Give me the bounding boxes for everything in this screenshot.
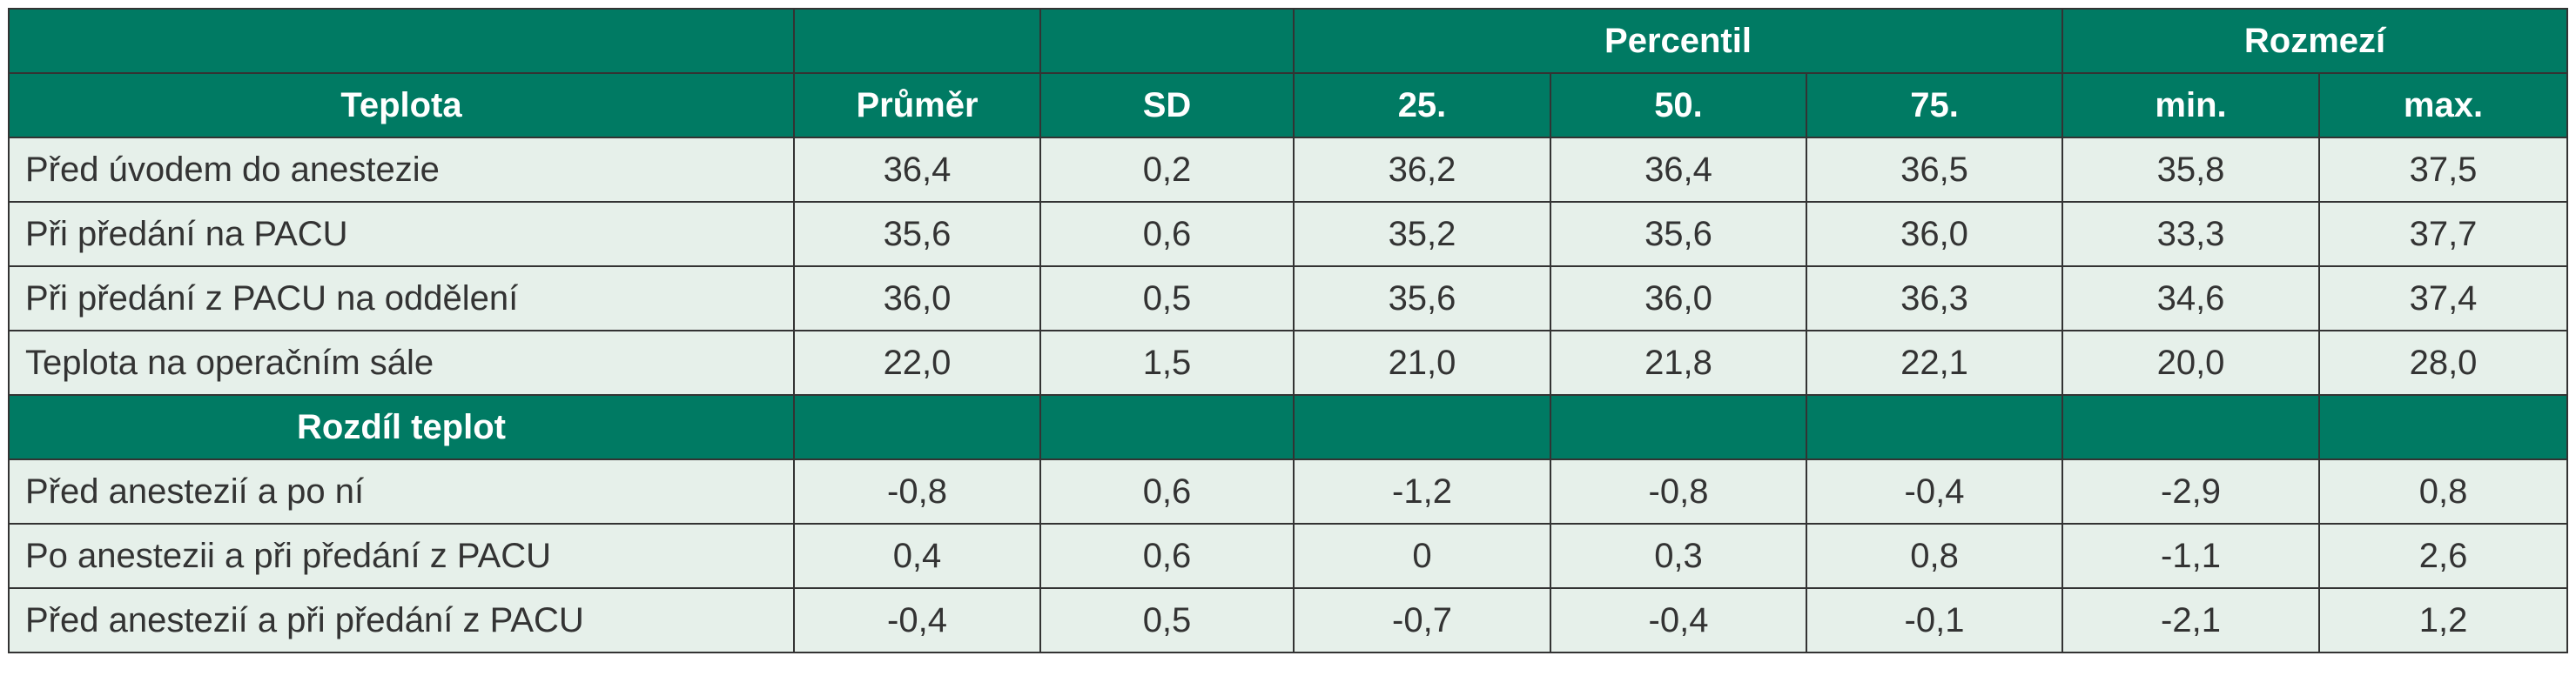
- value-cell: 21,8: [1550, 330, 1807, 396]
- data-row: Před anestezií a po ní -0,8 0,6 -1,2 -0,8 -0,…: [8, 458, 2569, 525]
- column-header: max.: [2318, 72, 2569, 138]
- group-header-row: Percentil Rozmezí: [8, 8, 2569, 74]
- group-header: Rozmezí: [2061, 8, 2569, 74]
- value-cell: -0,4: [793, 587, 1041, 653]
- column-header: Teplota: [8, 72, 795, 138]
- value-cell: 2,6: [2318, 523, 2569, 589]
- value-cell: 0,2: [1039, 137, 1295, 203]
- data-table: Percentil Rozmezí Teplota Průměr SD 25. 50. 75.…: [8, 8, 2569, 653]
- value-cell: 0: [1293, 523, 1551, 589]
- section-header: Rozdíl teplot: [8, 394, 795, 460]
- empty-header: [793, 8, 1041, 74]
- value-cell: 0,6: [1039, 201, 1295, 267]
- value-cell: 22,0: [793, 330, 1041, 396]
- value-cell: 35,6: [1293, 265, 1551, 331]
- row-label: Při předání z PACU na oddělení: [8, 265, 795, 331]
- column-header: Průměr: [793, 72, 1041, 138]
- value-cell: 35,6: [1550, 201, 1807, 267]
- column-header-row: Teplota Průměr SD 25. 50. 75. min. max.: [8, 72, 2569, 138]
- column-header: 75.: [1805, 72, 2064, 138]
- value-cell: 34,6: [2061, 265, 2321, 331]
- value-cell: -1,1: [2061, 523, 2321, 589]
- value-cell: 28,0: [2318, 330, 2569, 396]
- column-header: 50.: [1550, 72, 1807, 138]
- value-cell: 33,3: [2061, 201, 2321, 267]
- value-cell: 36,0: [1805, 201, 2064, 267]
- empty-header: [8, 8, 795, 74]
- value-cell: 22,1: [1805, 330, 2064, 396]
- data-row: Po anestezii a při předání z PACU 0,4 0,6 0…: [8, 523, 2569, 589]
- value-cell: 0,6: [1039, 523, 1295, 589]
- value-cell: 0,3: [1550, 523, 1807, 589]
- value-cell: -0,1: [1805, 587, 2064, 653]
- value-cell: 0,8: [1805, 523, 2064, 589]
- value-cell: 36,4: [1550, 137, 1807, 203]
- value-cell: 0,4: [793, 523, 1041, 589]
- value-cell: -0,4: [1550, 587, 1807, 653]
- value-cell: -0,7: [1293, 587, 1551, 653]
- value-cell: 35,2: [1293, 201, 1551, 267]
- value-cell: 20,0: [2061, 330, 2321, 396]
- value-cell: 0,6: [1039, 458, 1295, 525]
- row-label: Před úvodem do anestezie: [8, 137, 795, 203]
- data-row: Při předání z PACU na oddělení 36,0 0,5 35,…: [8, 265, 2569, 331]
- group-header: Percentil: [1292, 8, 2064, 74]
- value-cell: 36,5: [1805, 137, 2064, 203]
- row-label: Po anestezii a při předání z PACU: [8, 523, 795, 589]
- data-row: Před úvodem do anestezie 36,4 0,2 36,2 36,4 3…: [8, 137, 2569, 203]
- value-cell: 0,8: [2318, 458, 2569, 525]
- empty-header: [1805, 394, 2064, 460]
- value-cell: 1,5: [1039, 330, 1295, 396]
- column-header: 25.: [1293, 72, 1551, 138]
- value-cell: 36,0: [793, 265, 1041, 331]
- value-cell: -0,8: [1550, 458, 1807, 525]
- value-cell: 37,7: [2318, 201, 2569, 267]
- value-cell: 0,5: [1039, 587, 1295, 653]
- value-cell: -0,8: [793, 458, 1041, 525]
- value-cell: 37,5: [2318, 137, 2569, 203]
- empty-header: [1039, 8, 1295, 74]
- value-cell: 36,3: [1805, 265, 2064, 331]
- value-cell: 37,4: [2318, 265, 2569, 331]
- row-label: Před anestezií a při předání z PACU: [8, 587, 795, 653]
- value-cell: 35,6: [793, 201, 1041, 267]
- value-cell: 0,5: [1039, 265, 1295, 331]
- column-header: min.: [2061, 72, 2321, 138]
- row-label: Při předání na PACU: [8, 201, 795, 267]
- value-cell: -2,9: [2061, 458, 2321, 525]
- table-body: Percentil Rozmezí Teplota Průměr SD 25. 50. 75.…: [8, 8, 2569, 653]
- empty-header: [1293, 394, 1551, 460]
- column-header: SD: [1039, 72, 1295, 138]
- empty-header: [2061, 394, 2321, 460]
- value-cell: 1,2: [2318, 587, 2569, 653]
- row-label: Před anestezií a po ní: [8, 458, 795, 525]
- value-cell: 35,8: [2061, 137, 2321, 203]
- data-row: Před anestezií a při předání z PACU -0,4 0…: [8, 587, 2569, 653]
- value-cell: 21,0: [1293, 330, 1551, 396]
- value-cell: -1,2: [1293, 458, 1551, 525]
- row-label: Teplota na operačním sále: [8, 330, 795, 396]
- data-row: Teplota na operačním sále 22,0 1,5 21,0 21,8…: [8, 330, 2569, 396]
- empty-header: [793, 394, 1041, 460]
- empty-header: [1550, 394, 1807, 460]
- value-cell: 36,0: [1550, 265, 1807, 331]
- empty-header: [1039, 394, 1295, 460]
- section-header-row: Rozdíl teplot: [8, 394, 2569, 460]
- value-cell: 36,4: [793, 137, 1041, 203]
- value-cell: -0,4: [1805, 458, 2064, 525]
- empty-header: [2318, 394, 2569, 460]
- value-cell: 36,2: [1293, 137, 1551, 203]
- value-cell: -2,1: [2061, 587, 2321, 653]
- data-row: Při předání na PACU 35,6 0,6 35,2 35,6 36,0 33…: [8, 201, 2569, 267]
